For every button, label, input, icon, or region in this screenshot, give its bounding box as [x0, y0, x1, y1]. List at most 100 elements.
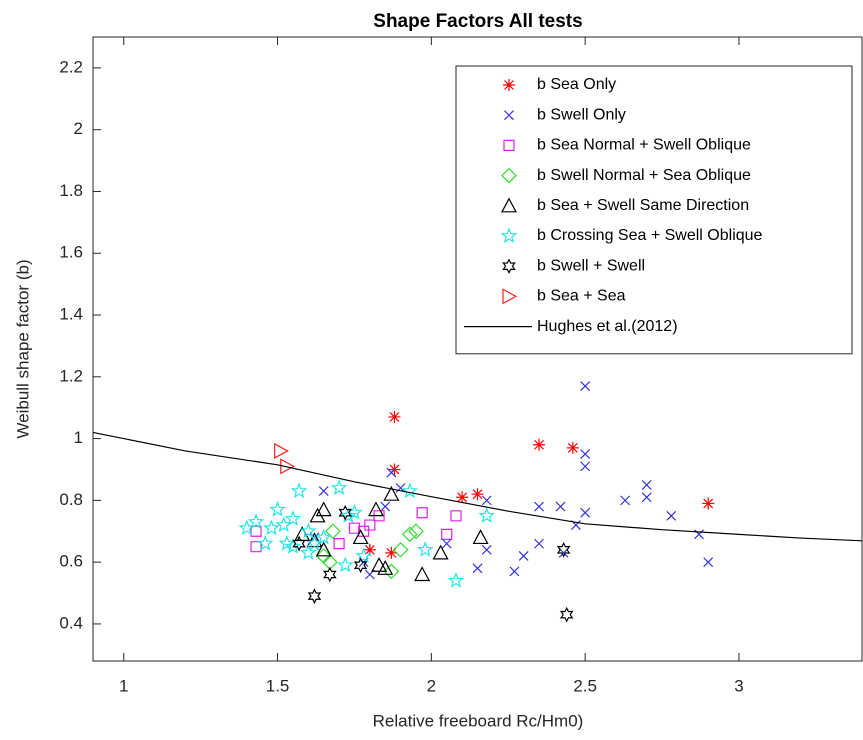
legend-label: b Swell + Swell — [537, 257, 645, 274]
data-point — [363, 543, 376, 556]
legend-swatch — [503, 139, 515, 151]
data-point — [702, 497, 715, 510]
data-point — [580, 507, 591, 518]
data-point — [472, 529, 489, 545]
legend-swatch — [503, 79, 515, 91]
data-point — [300, 522, 317, 539]
legend-swatch — [500, 197, 518, 213]
data-point — [481, 544, 492, 555]
data-point — [450, 510, 462, 522]
data-point — [340, 507, 357, 523]
data-point — [346, 504, 363, 520]
data-point — [408, 523, 424, 540]
y-tick-label: 0.8 — [59, 490, 83, 509]
data-point — [559, 606, 574, 623]
legend-swatch — [504, 110, 514, 121]
data-point — [300, 544, 317, 560]
data-point — [355, 547, 372, 563]
legend-swatch — [500, 227, 518, 244]
fit-curve — [92, 431, 863, 542]
legend-box — [455, 65, 853, 355]
data-point — [414, 566, 431, 582]
data-point — [481, 495, 492, 506]
data-point — [416, 507, 428, 519]
data-point — [318, 486, 329, 497]
data-point — [386, 467, 397, 478]
data-point — [432, 544, 449, 560]
data-point — [367, 501, 384, 517]
data-point — [580, 461, 591, 472]
data-point — [383, 485, 400, 501]
data-point — [247, 513, 265, 529]
data-point — [534, 538, 544, 549]
data-point — [290, 482, 308, 499]
data-point — [336, 556, 354, 573]
data-point — [338, 504, 353, 521]
data-point — [307, 588, 322, 604]
data-point — [471, 488, 484, 501]
data-point — [315, 528, 332, 545]
legend-label: Hughes et al.(2012) — [537, 318, 678, 335]
data-point — [330, 479, 348, 496]
data-point — [447, 572, 465, 588]
data-point — [315, 541, 332, 557]
y-tick-label: 1.8 — [59, 181, 83, 200]
legend-label: b Sea + Sea — [537, 288, 626, 305]
x-tick-label: 1 — [119, 676, 128, 695]
data-point — [284, 538, 302, 554]
data-point — [280, 458, 296, 475]
legend-swatch — [502, 258, 516, 275]
y-tick-label: 1.4 — [59, 305, 83, 324]
data-point — [274, 442, 289, 459]
data-point — [257, 534, 274, 551]
data-point — [364, 519, 376, 531]
legend-label: b Swell Normal + Sea Oblique — [537, 167, 751, 184]
data-point — [472, 563, 483, 574]
legend-label: b Sea Normal + Swell Oblique — [537, 137, 751, 154]
data-point — [401, 482, 419, 499]
x-tick-label: 1.5 — [266, 676, 290, 695]
legend-swatch — [501, 167, 517, 184]
data-point — [641, 479, 652, 490]
data-point — [518, 551, 529, 561]
legend-label: b Sea + Swell Same Direction — [537, 197, 749, 214]
data-point — [641, 492, 652, 503]
data-point — [566, 441, 579, 454]
data-point — [323, 566, 337, 583]
data-point — [380, 501, 391, 512]
y-tick-label: 1.6 — [59, 243, 83, 262]
data-point — [509, 566, 520, 577]
data-point — [401, 526, 418, 543]
y-tick-label: 1.2 — [59, 366, 83, 385]
data-point — [556, 541, 571, 558]
data-point — [352, 529, 369, 545]
data-point — [325, 523, 341, 540]
data-point — [416, 541, 434, 557]
data-point — [250, 541, 262, 553]
data-point — [580, 449, 591, 459]
y-axis-label: Weibull shape factor (b) — [13, 259, 32, 438]
data-point — [385, 546, 398, 559]
x-tick-label: 2.5 — [573, 676, 597, 695]
data-point — [620, 495, 631, 506]
legend-label: b Swell Only — [537, 106, 626, 123]
y-tick-label: 2.2 — [59, 57, 83, 76]
data-point — [441, 528, 453, 540]
data-point — [456, 491, 469, 504]
data-point — [377, 560, 394, 575]
y-tick-label: 0.4 — [59, 613, 83, 632]
data-point — [353, 557, 368, 574]
data-point — [555, 501, 566, 512]
data-point — [534, 501, 544, 512]
x-tick-label: 3 — [734, 676, 743, 695]
data-point — [263, 519, 280, 536]
data-point — [315, 501, 332, 517]
data-point — [580, 381, 591, 391]
data-point — [292, 535, 306, 552]
legend-label: b Crossing Sea + Swell Oblique — [537, 227, 763, 244]
data-point — [284, 510, 302, 526]
data-point — [333, 538, 345, 550]
data-point — [703, 557, 714, 568]
legend-label: b Sea Only — [537, 76, 616, 93]
